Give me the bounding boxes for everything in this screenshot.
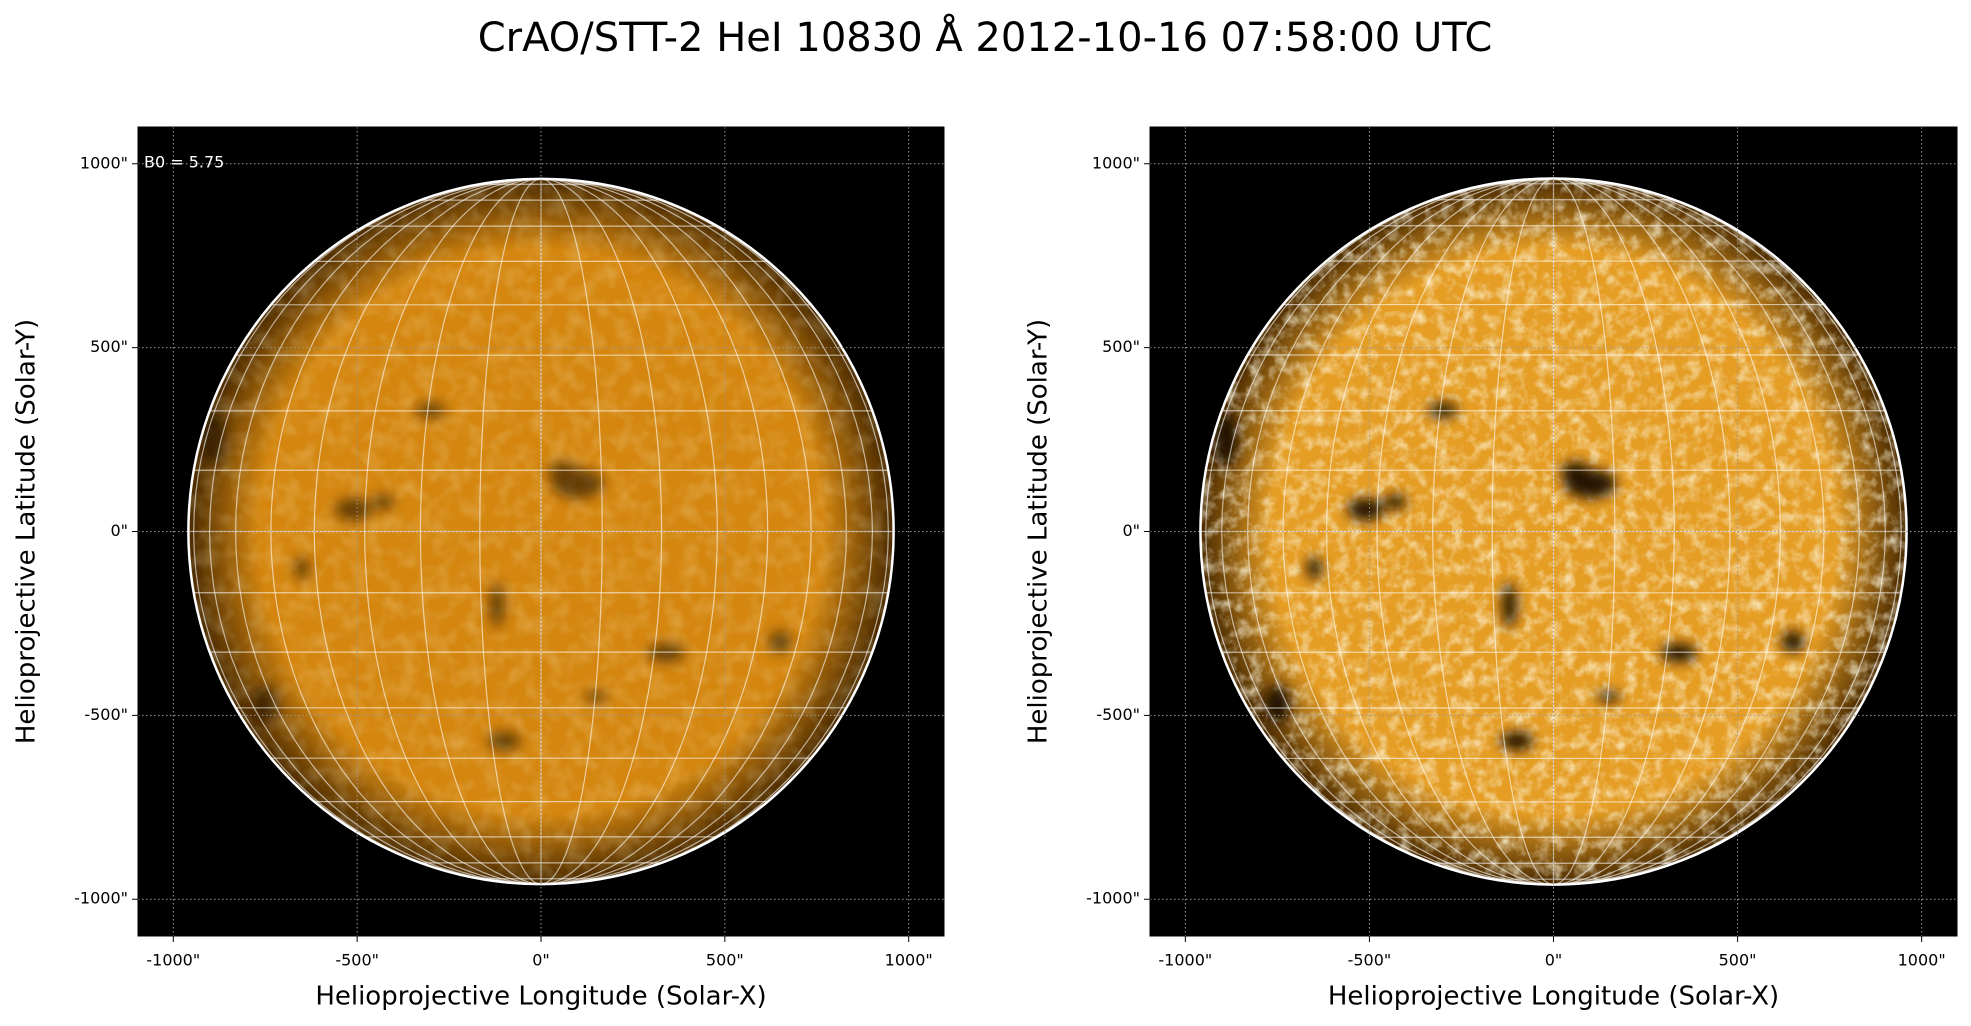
dark-feature [1781,630,1804,653]
x-tick-label: -500" [335,951,379,970]
dark-feature [1264,685,1291,723]
dark-feature [1384,494,1407,510]
x-tick-label: -1000" [1158,951,1212,970]
dark-features [202,402,792,751]
y-tick-label: -1000" [74,889,128,908]
plot-frame [137,126,945,937]
y-tick-label: 500" [90,337,128,356]
y-axis-label: Helioprojective Latitude (Solar-Y) [1024,319,1054,744]
dark-feature [1560,461,1591,484]
dark-feature [335,498,372,521]
x-tick-label: 500" [706,951,744,970]
panel: -1000" -500" 0" 500" 1000" -1000" -500" 0" 500" 1… [12,126,945,1012]
y-tick-label: -500" [1096,705,1140,724]
y-tick-label: 0" [110,521,128,540]
dark-feature [1597,691,1620,703]
dark-feature [1500,731,1534,751]
figure-title: CrAO/STT-2 HeI 10830 Å 2012-10-16 07:58:… [478,13,1493,61]
y-tick-label: -500" [84,705,128,724]
dark-feature [1347,498,1385,521]
x-tick-label: -500" [1348,951,1392,970]
x-tick-label: 1000" [885,951,933,970]
annotation: B0 = 5.75 [144,153,224,172]
y-tick-label: 1000" [80,153,128,172]
dark-feature [371,494,394,510]
x-axis-label: Helioprojective Longitude (Solar-X) [315,982,766,1012]
dark-feature [489,582,505,628]
y-tick-label: 1000" [1092,153,1140,172]
y-axis-label: Helioprojective Latitude (Solar-Y) [12,319,42,744]
x-tick-label: 500" [1719,951,1757,970]
plot-frame [1149,126,1958,937]
dark-feature [487,731,521,751]
y-tick-label: 500" [1102,337,1140,356]
dark-feature [1214,413,1237,466]
dark-features [1214,402,1804,751]
x-tick-label: 0" [1545,951,1563,970]
y-tick-label: -1000" [1086,889,1140,908]
dark-feature [294,557,310,580]
dark-feature [1501,582,1517,628]
dark-feature [252,685,279,723]
panel: -1000" -500" 0" 500" 1000" -1000" -500" 0" 500" 1… [1024,126,1958,1012]
dark-feature [548,461,578,484]
y-tick-label: 0" [1122,521,1140,540]
x-tick-label: 0" [532,951,550,970]
dark-feature [1306,557,1322,580]
dark-feature [415,402,446,418]
dark-feature [202,413,225,466]
dark-feature [647,643,685,663]
x-tick-label: 1000" [1898,951,1946,970]
x-tick-label: -1000" [146,951,200,970]
dark-feature [585,691,608,703]
dark-feature [768,630,792,653]
x-axis-label: Helioprojective Longitude (Solar-X) [1328,982,1779,1012]
